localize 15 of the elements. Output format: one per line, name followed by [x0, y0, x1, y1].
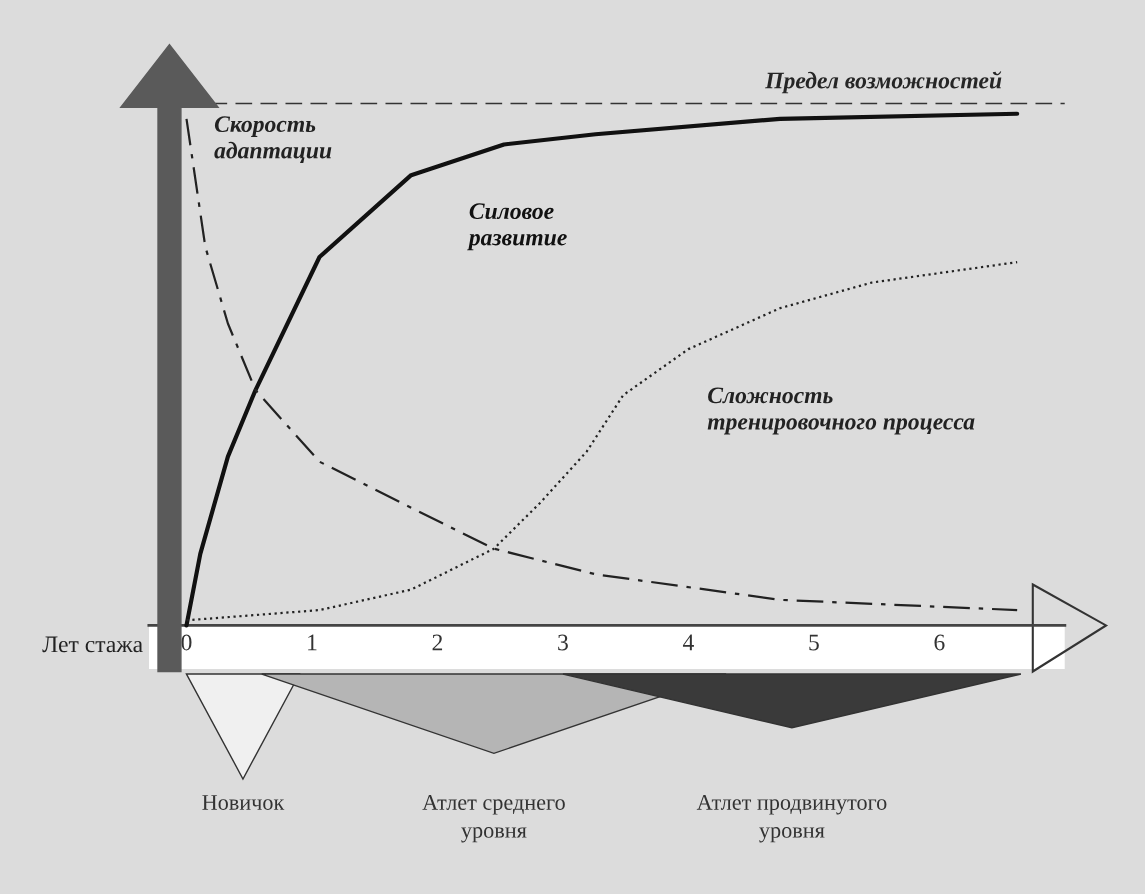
x-tick-label: 3 [558, 634, 568, 651]
series-label: Силовое развитие [467, 203, 567, 251]
x-tick-label: 1 [308, 634, 317, 651]
text: Атлет среднего уровня [422, 795, 565, 843]
series-label: Скорость адаптации [214, 116, 332, 163]
x-tick-label: 2 [432, 634, 443, 651]
x-tick-label: 6 [934, 634, 945, 651]
ref-line-label: Предел возможностей [765, 71, 1002, 94]
x-tick-label: 5 [809, 634, 819, 651]
series-label: Сложность тренировочного процесса [707, 387, 975, 435]
text: Атлет продвинутого уровня [696, 794, 887, 843]
x-tick-label: 4 [682, 634, 694, 651]
x-tick-label: 0 [181, 634, 192, 651]
text: Новичок [202, 795, 285, 810]
x-axis-title: Лет стажа [42, 636, 143, 653]
